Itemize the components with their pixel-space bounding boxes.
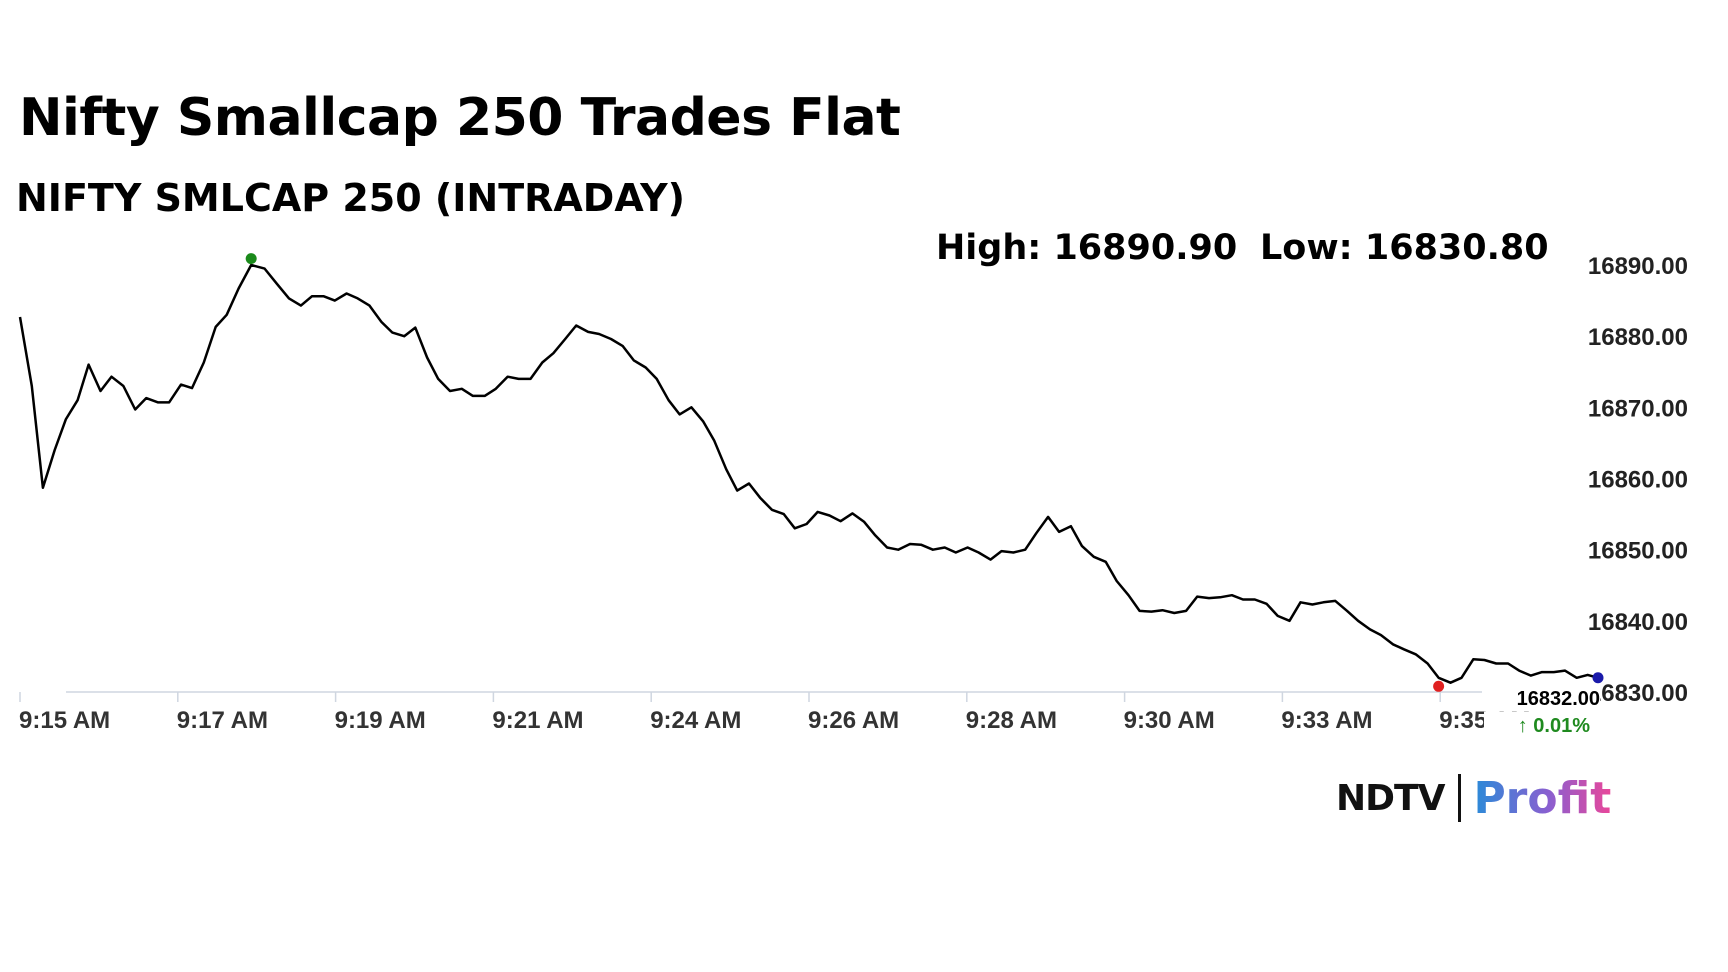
x-tick-label: 9:30 AM: [1124, 707, 1215, 734]
x-tick-label: 9:28 AM: [966, 707, 1057, 734]
x-tick-label: 9:19 AM: [335, 707, 426, 734]
chart-title: Nifty Smallcap 250 Trades Flat: [19, 88, 901, 148]
markers: [245, 253, 1604, 692]
chart-subtitle: NIFTY SMLCAP 250 (INTRADAY): [16, 176, 685, 220]
logo-divider: [1458, 774, 1462, 822]
y-tick-label: 16880.00: [1588, 324, 1688, 351]
logo-ndtv-text: NDTV: [1336, 777, 1445, 819]
x-tick-label: 9:33 AM: [1281, 707, 1372, 734]
y-tick-label: 16890.00: [1588, 253, 1688, 280]
last-point-marker: [1592, 672, 1604, 684]
high-value-label: High: 16890.90: [936, 228, 1238, 268]
last-value-labels: 16832.00 ↑ 0.01%: [1482, 683, 1600, 738]
change-percent-label: ↑ 0.01%: [1518, 715, 1590, 737]
last-value-label-bg: [1482, 683, 1600, 710]
y-tick-label: 16850.00: [1588, 538, 1688, 565]
last-value-label: 16832.00: [1517, 688, 1600, 710]
y-tick-label: 16830.00: [1588, 680, 1688, 707]
x-tick-label: 9:21 AM: [492, 707, 583, 734]
x-axis: 9:15 AM 9:17 AM 9:19 AM 9:21 AM 9:24 AM 9:26 …: [19, 692, 1530, 734]
x-tick-label: 9:24 AM: [650, 707, 741, 734]
x-tick-label: 9:15 AM: [19, 707, 110, 734]
low-point-marker: [1433, 680, 1445, 692]
y-tick-label: 16860.00: [1588, 467, 1688, 494]
ndtv-profit-logo: NDTV Profit: [1336, 772, 1611, 824]
low-value-label: Low: 16830.80: [1260, 228, 1549, 268]
x-tick-label: 9:26 AM: [808, 707, 899, 734]
logo-profit-text: Profit: [1473, 772, 1612, 824]
x-tick-label: 9:17 AM: [177, 707, 268, 734]
change-label-bg: [1484, 711, 1592, 738]
y-tick-label: 16840.00: [1588, 609, 1688, 636]
y-axis: 16830.00 16840.00 16850.00 16860.00 16870.00…: [1588, 253, 1688, 707]
series-line: [18, 263, 1599, 684]
y-tick-label: 16870.00: [1588, 395, 1688, 422]
high-point-marker: [245, 253, 257, 265]
